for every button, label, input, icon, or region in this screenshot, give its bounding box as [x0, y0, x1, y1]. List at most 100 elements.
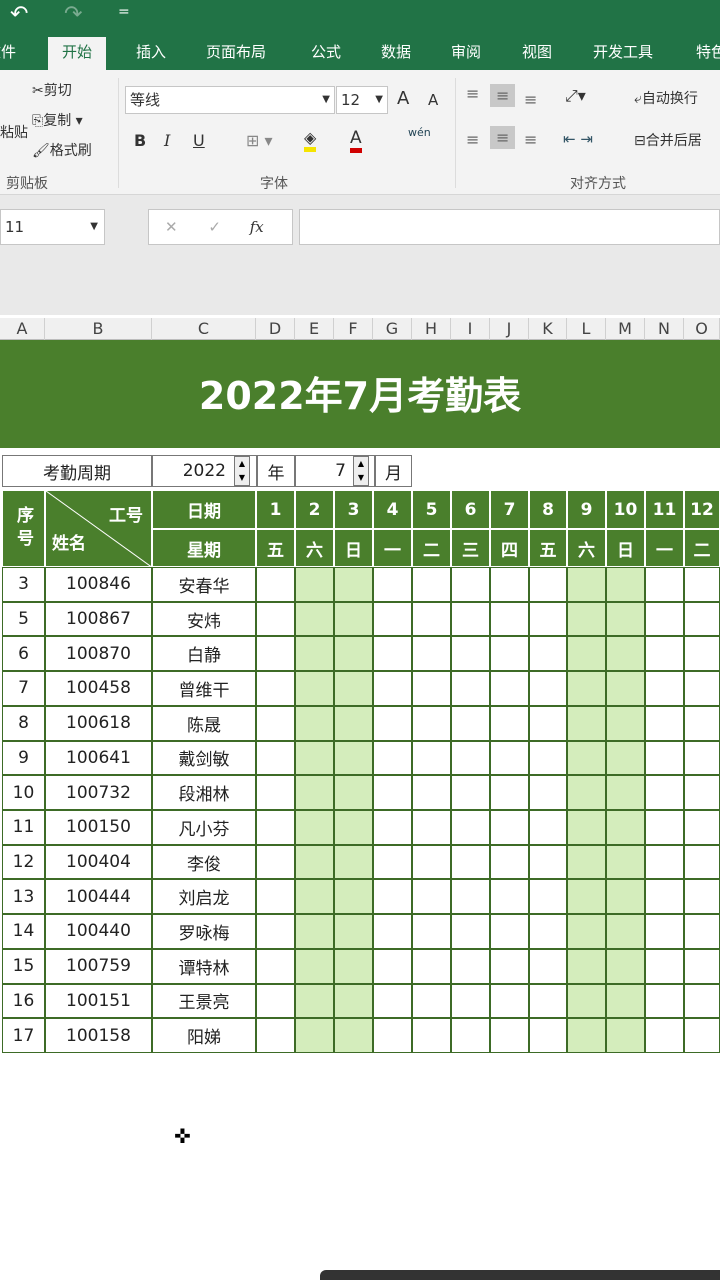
row-name[interactable]: 凡小芬	[152, 810, 256, 845]
row-name[interactable]: 罗咏梅	[152, 914, 256, 949]
column-header-A[interactable]: A	[0, 318, 45, 340]
row-id[interactable]: 100158	[45, 1018, 152, 1053]
row-seq[interactable]: 10	[2, 775, 45, 810]
attendance-cell[interactable]	[451, 914, 490, 949]
attendance-cell[interactable]	[334, 740, 373, 776]
attendance-cell[interactable]	[451, 636, 490, 672]
attendance-cell[interactable]	[412, 775, 451, 810]
italic-button[interactable]: I	[164, 131, 171, 150]
merge-center-button[interactable]: ⊟合并后居	[634, 130, 702, 150]
attendance-cell[interactable]	[451, 1018, 490, 1053]
borders-icon[interactable]: ⊞ ▾	[246, 131, 273, 150]
attendance-cell[interactable]	[645, 844, 684, 880]
attendance-cell[interactable]	[606, 705, 645, 741]
attendance-cell[interactable]	[606, 1018, 645, 1053]
attendance-cell[interactable]	[529, 810, 567, 845]
attendance-cell[interactable]	[567, 983, 606, 1019]
attendance-cell[interactable]	[529, 671, 567, 706]
copy-button[interactable]: ⎘复制 ▾	[32, 113, 83, 129]
column-header-F[interactable]: F	[334, 318, 373, 340]
attendance-cell[interactable]	[295, 636, 334, 672]
attendance-cell[interactable]	[412, 914, 451, 949]
align-left-icon[interactable]: ≡	[466, 130, 480, 149]
attendance-cell[interactable]	[606, 948, 645, 984]
attendance-cell[interactable]	[645, 671, 684, 706]
attendance-cell[interactable]	[334, 567, 373, 602]
column-header-J[interactable]: J	[490, 318, 529, 340]
attendance-cell[interactable]	[606, 671, 645, 706]
attendance-cell[interactable]	[684, 705, 720, 741]
column-header-O[interactable]: O	[684, 318, 720, 340]
attendance-cell[interactable]	[412, 844, 451, 880]
row-id[interactable]: 100444	[45, 879, 152, 915]
day-3[interactable]: 3	[334, 490, 373, 529]
attendance-cell[interactable]	[684, 914, 720, 949]
row-name[interactable]: 谭特林	[152, 948, 256, 984]
attendance-cell[interactable]	[567, 740, 606, 776]
attendance-cell[interactable]	[334, 636, 373, 672]
row-seq[interactable]: 5	[2, 601, 45, 637]
attendance-cell[interactable]	[645, 914, 684, 949]
attendance-cell[interactable]	[373, 844, 412, 880]
attendance-cell[interactable]	[567, 844, 606, 880]
row-id[interactable]: 100641	[45, 740, 152, 776]
attendance-cell[interactable]	[295, 983, 334, 1019]
attendance-cell[interactable]	[451, 705, 490, 741]
attendance-cell[interactable]	[567, 914, 606, 949]
row-id[interactable]: 100151	[45, 983, 152, 1019]
header-week[interactable]: 星期	[152, 529, 256, 567]
attendance-cell[interactable]	[490, 879, 529, 915]
attendance-cell[interactable]	[684, 567, 720, 602]
attendance-cell[interactable]	[295, 810, 334, 845]
month-spinner[interactable]: ▲ ▼	[353, 456, 369, 486]
attendance-cell[interactable]	[645, 775, 684, 810]
attendance-cell[interactable]	[606, 636, 645, 672]
enter-icon[interactable]: ✓	[208, 218, 221, 236]
attendance-cell[interactable]	[490, 740, 529, 776]
row-seq[interactable]: 16	[2, 983, 45, 1019]
row-id[interactable]: 100867	[45, 601, 152, 637]
day-6[interactable]: 6	[451, 490, 490, 529]
attendance-cell[interactable]	[412, 948, 451, 984]
column-header-L[interactable]: L	[567, 318, 606, 340]
align-bottom-icon[interactable]: ≡	[524, 90, 538, 109]
attendance-cell[interactable]	[606, 914, 645, 949]
attendance-cell[interactable]	[645, 983, 684, 1019]
indent-icons[interactable]: ⇤ ⇥	[563, 130, 593, 148]
tab-4[interactable]: 公式	[311, 43, 342, 61]
column-header-I[interactable]: I	[451, 318, 490, 340]
row-seq[interactable]: 8	[2, 705, 45, 741]
attendance-cell[interactable]	[295, 914, 334, 949]
attendance-cell[interactable]	[256, 983, 295, 1019]
attendance-cell[interactable]	[256, 1018, 295, 1053]
attendance-cell[interactable]	[373, 983, 412, 1019]
attendance-cell[interactable]	[490, 948, 529, 984]
attendance-cell[interactable]	[334, 775, 373, 810]
align-top-icon[interactable]: ≡	[466, 84, 480, 103]
attendance-cell[interactable]	[451, 844, 490, 880]
attendance-cell[interactable]	[373, 740, 412, 776]
attendance-cell[interactable]	[412, 1018, 451, 1053]
attendance-cell[interactable]	[529, 948, 567, 984]
attendance-cell[interactable]	[490, 601, 529, 637]
attendance-cell[interactable]	[645, 567, 684, 602]
column-header-M[interactable]: M	[606, 318, 645, 340]
attendance-cell[interactable]	[256, 636, 295, 672]
attendance-cell[interactable]	[645, 601, 684, 637]
attendance-cell[interactable]	[412, 879, 451, 915]
attendance-cell[interactable]	[334, 705, 373, 741]
attendance-cell[interactable]	[645, 948, 684, 984]
attendance-cell[interactable]	[645, 879, 684, 915]
day-1[interactable]: 1	[256, 490, 295, 529]
paste-button[interactable]: 粘贴	[0, 125, 28, 141]
weekday-3[interactable]: 日	[334, 529, 373, 567]
attendance-cell[interactable]	[684, 844, 720, 880]
attendance-cell[interactable]	[334, 601, 373, 637]
attendance-cell[interactable]	[606, 601, 645, 637]
row-name[interactable]: 段湘林	[152, 775, 256, 810]
attendance-cell[interactable]	[645, 1018, 684, 1053]
weekday-12[interactable]: 二	[684, 529, 720, 567]
attendance-cell[interactable]	[256, 775, 295, 810]
attendance-cell[interactable]	[567, 567, 606, 602]
row-name[interactable]: 曾维干	[152, 671, 256, 706]
